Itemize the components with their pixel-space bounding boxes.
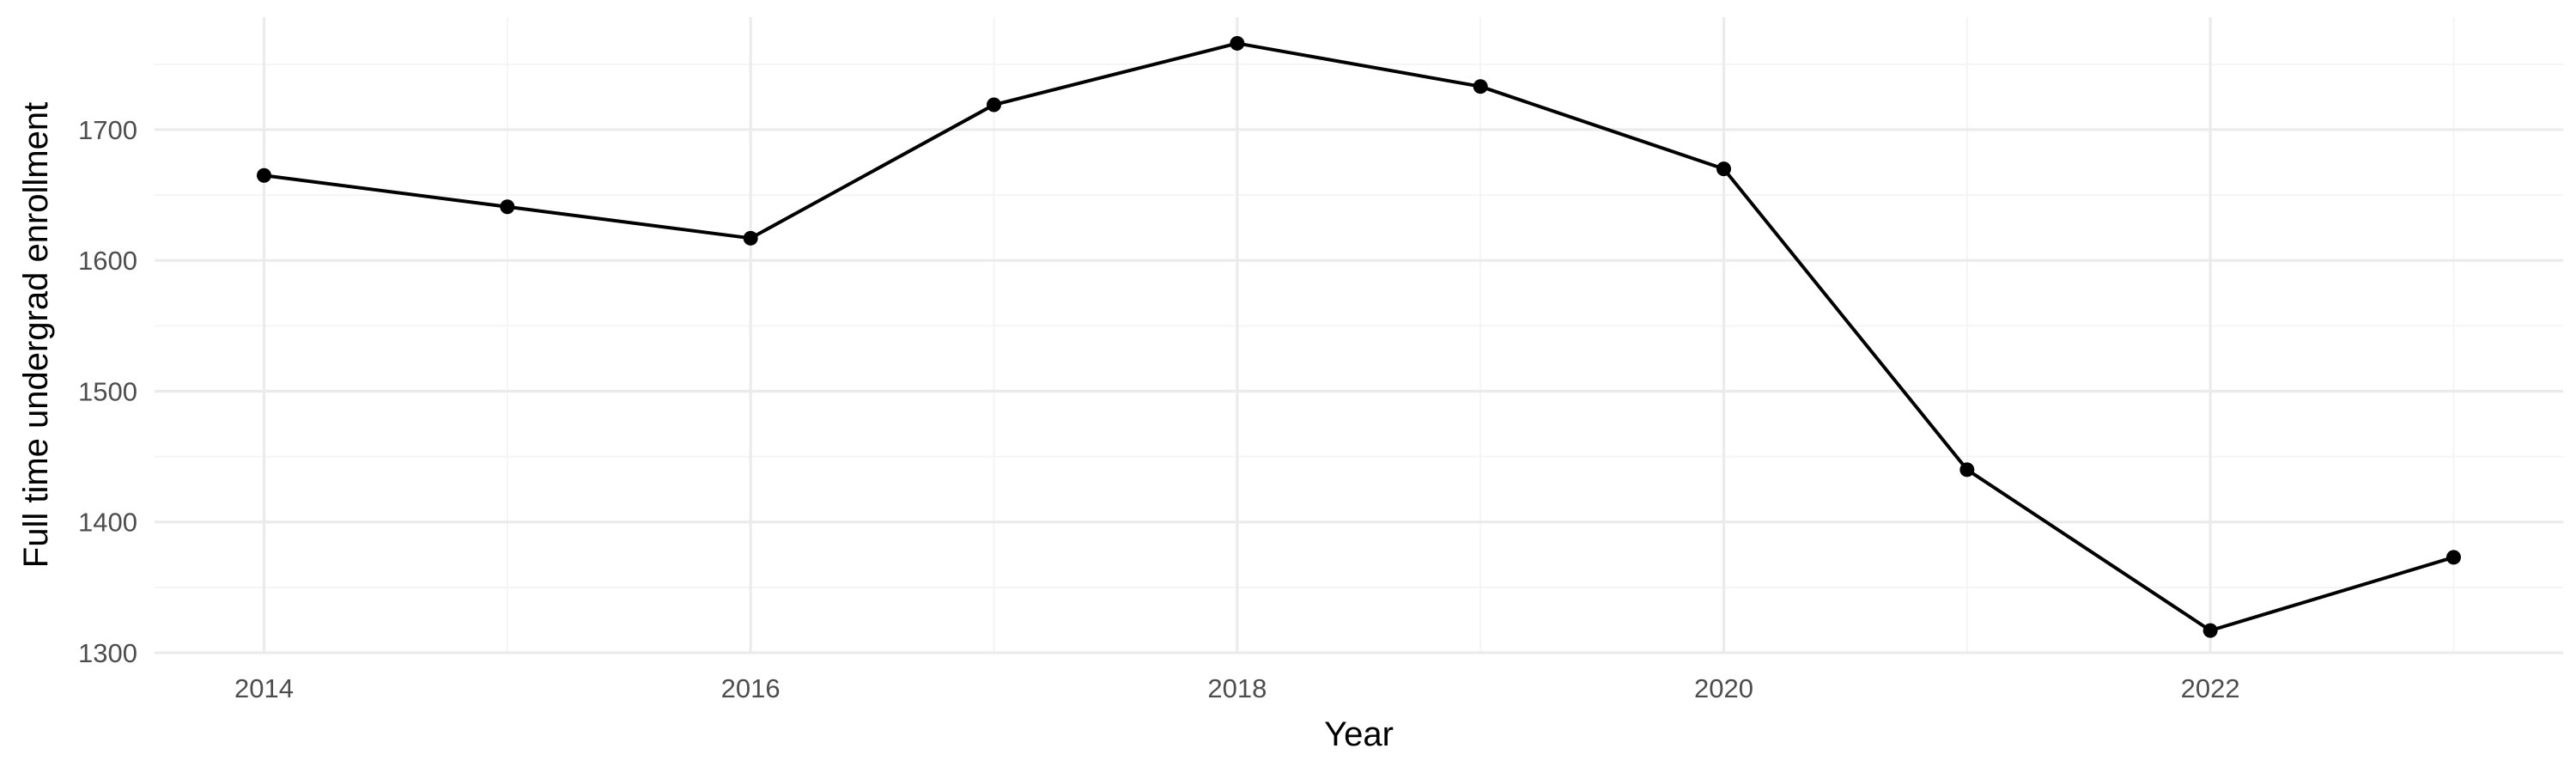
data-point — [1716, 161, 1731, 177]
y-tick-labels: 1300 1400 1500 1600 1700 — [78, 115, 137, 668]
x-tick-label: 2018 — [1207, 673, 1267, 703]
y-tick-label: 1300 — [78, 638, 137, 668]
x-axis-title: Year — [1324, 715, 1394, 753]
x-tick-label: 2014 — [234, 673, 294, 703]
x-tick-label: 2020 — [1694, 673, 1753, 703]
series-layer — [264, 41, 2455, 633]
y-axis-title: Full time undergrad enrollment — [17, 102, 55, 568]
data-point — [743, 230, 758, 246]
x-tick-labels: 2014 2016 2018 2020 2022 — [234, 673, 2240, 703]
x-tick-label: 2016 — [721, 673, 781, 703]
data-point — [2446, 550, 2461, 565]
y-tick-label: 1600 — [78, 246, 137, 276]
series-line — [264, 41, 2455, 633]
major-gridlines — [155, 17, 2563, 654]
y-tick-label: 1400 — [78, 508, 137, 538]
points-layer — [257, 35, 2461, 638]
data-point — [2202, 623, 2218, 638]
data-point — [987, 97, 1001, 113]
data-point — [257, 167, 271, 183]
data-point — [1959, 462, 1975, 478]
y-tick-label: 1500 — [78, 376, 137, 406]
data-point — [1473, 79, 1488, 94]
data-point — [1230, 35, 1245, 51]
x-tick-label: 2022 — [2181, 673, 2240, 703]
minor-gridlines — [155, 17, 2563, 653]
y-tick-label: 1700 — [78, 115, 137, 145]
data-point — [500, 199, 515, 215]
